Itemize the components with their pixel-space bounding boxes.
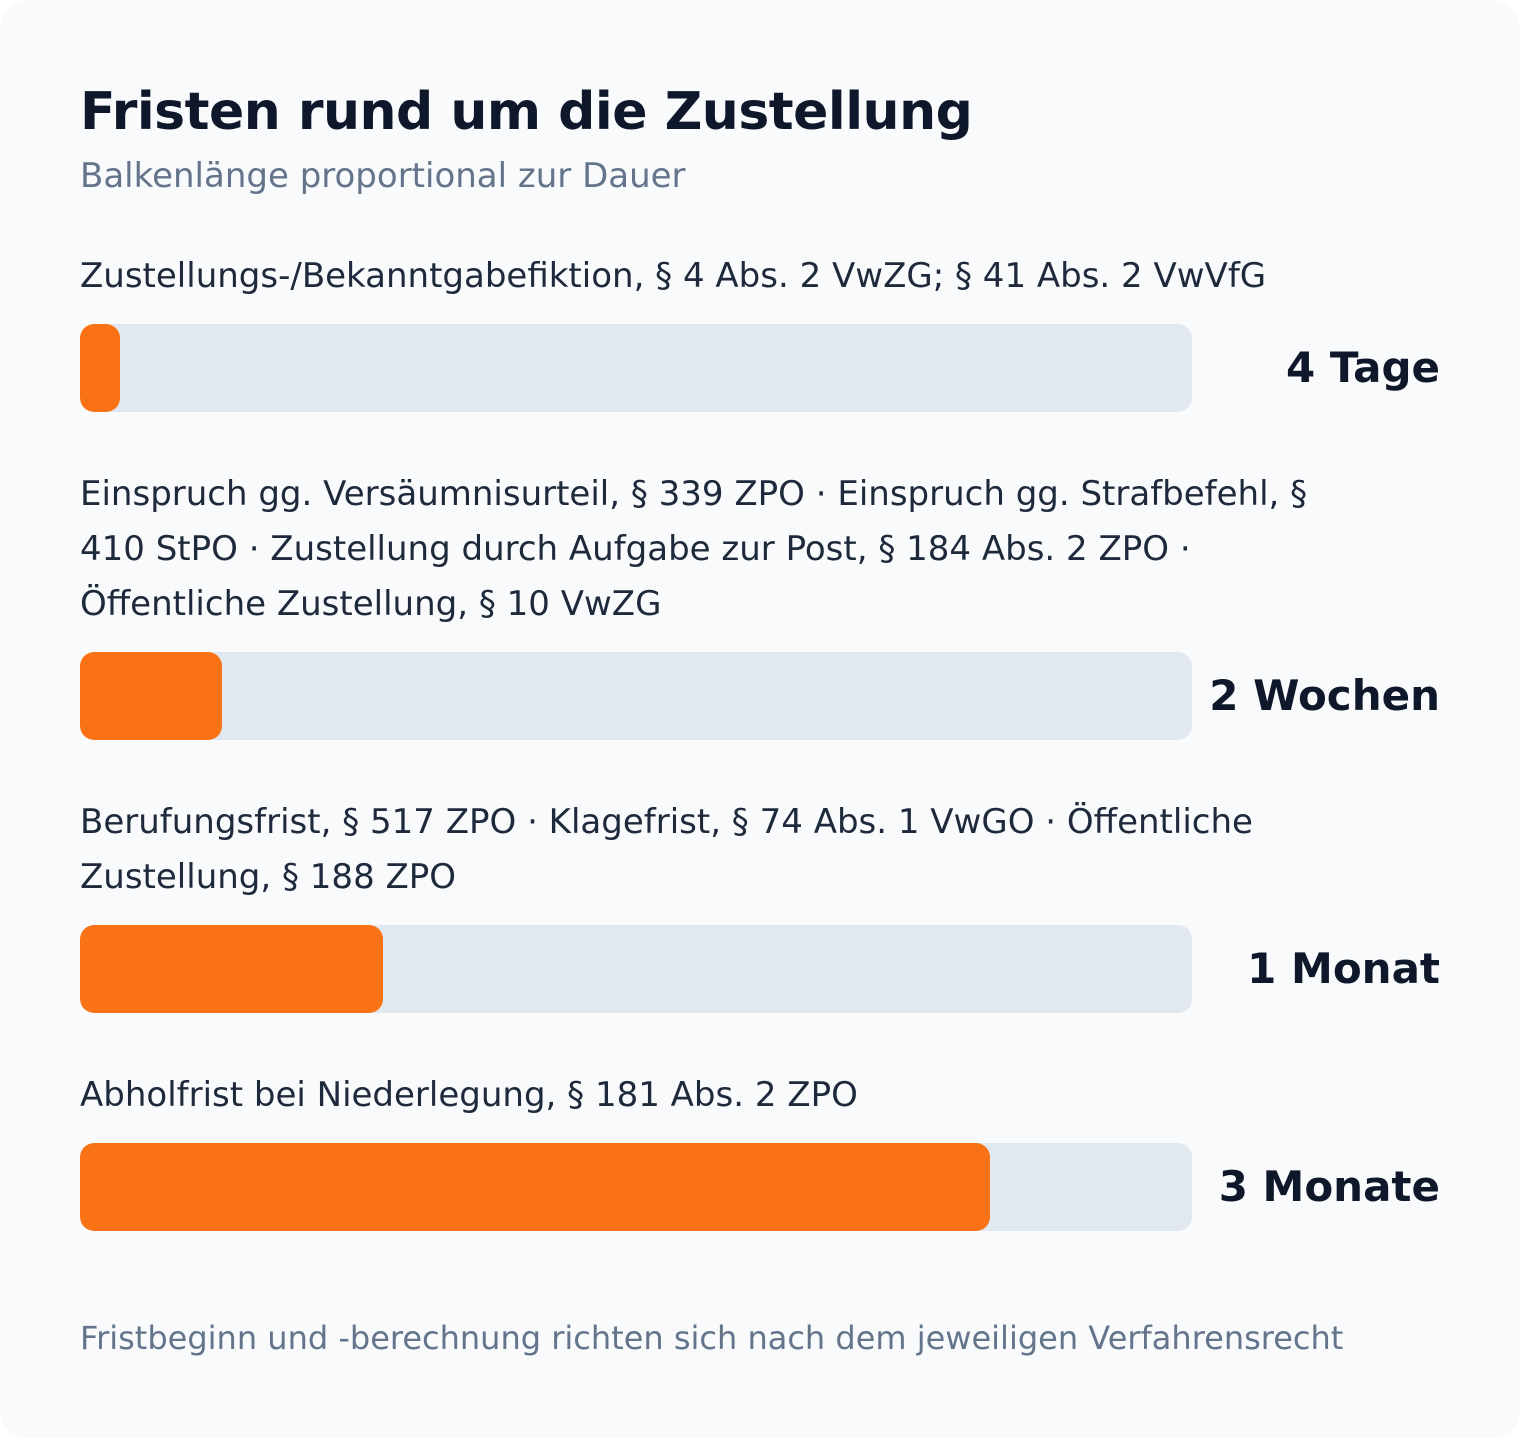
bar-label: Einspruch gg. Versäumnisurteil, § 339 ZP…	[80, 474, 1308, 624]
bar-fill	[80, 324, 120, 412]
chart-footnote: Fristbeginn und -berechnung richten sich…	[80, 1319, 1344, 1357]
bar-value-label: 1 Monat	[1247, 944, 1440, 993]
bar-line: 3 Monate	[80, 1143, 1440, 1231]
bar-value-label: 3 Monate	[1218, 1162, 1440, 1211]
bar-track	[80, 652, 1192, 740]
bar-value-label: 4 Tage	[1286, 343, 1440, 392]
bar-track	[80, 925, 1192, 1013]
bar-row: Zustellungs-/Bekanntgabefiktion, § 4 Abs…	[80, 249, 1440, 412]
bar-row: Abholfrist bei Niederlegung, § 181 Abs. …	[80, 1068, 1440, 1231]
chart-title: Fristen rund um die Zustellung	[80, 82, 973, 142]
bar-fill	[80, 652, 222, 740]
bar-track	[80, 324, 1192, 412]
bar-track	[80, 1143, 1192, 1231]
bar-row: Einspruch gg. Versäumnisurteil, § 339 ZP…	[80, 467, 1440, 740]
bar-line: 2 Wochen	[80, 652, 1440, 740]
bar-line: 4 Tage	[80, 324, 1440, 412]
bar-fill	[80, 1143, 990, 1231]
bar-fill	[80, 925, 383, 1013]
bar-row: Berufungsfrist, § 517 ZPO · Klagefrist, …	[80, 795, 1440, 1013]
bar-value-label: 2 Wochen	[1209, 671, 1440, 720]
bar-label: Abholfrist bei Niederlegung, § 181 Abs. …	[80, 1075, 858, 1115]
bar-rows: Zustellungs-/Bekanntgabefiktion, § 4 Abs…	[80, 249, 1440, 1231]
chart-subtitle: Balkenlänge proportional zur Dauer	[80, 156, 686, 196]
bar-label: Berufungsfrist, § 517 ZPO · Klagefrist, …	[80, 802, 1253, 897]
bar-label: Zustellungs-/Bekanntgabefiktion, § 4 Abs…	[80, 256, 1267, 296]
bar-line: 1 Monat	[80, 925, 1440, 1013]
